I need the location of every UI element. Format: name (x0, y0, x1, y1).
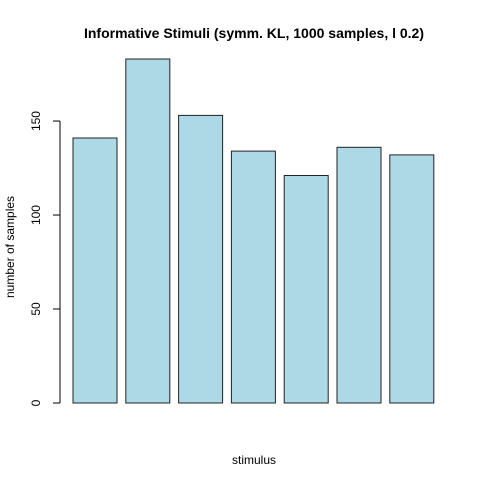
bar-1 (72, 137, 118, 404)
y-tick-label-50: 50 (29, 302, 43, 316)
y-tick-label-150: 150 (29, 111, 43, 131)
x-axis-label: stimulus (232, 453, 276, 467)
y-axis: 0 50 100 150 (29, 111, 61, 406)
bar-3 (178, 114, 224, 404)
bar-4 (230, 150, 276, 404)
bar-6 (336, 146, 382, 404)
y-axis-label: number of samples (3, 196, 17, 298)
bar-2 (125, 58, 171, 404)
bar-5 (283, 175, 329, 404)
chart-title: Informative Stimuli (symm. KL, 1000 samp… (84, 25, 424, 41)
y-tick-label-0: 0 (29, 399, 43, 406)
bar-7 (389, 154, 435, 404)
bar-group (72, 58, 435, 404)
y-tick-label-100: 100 (29, 205, 43, 225)
